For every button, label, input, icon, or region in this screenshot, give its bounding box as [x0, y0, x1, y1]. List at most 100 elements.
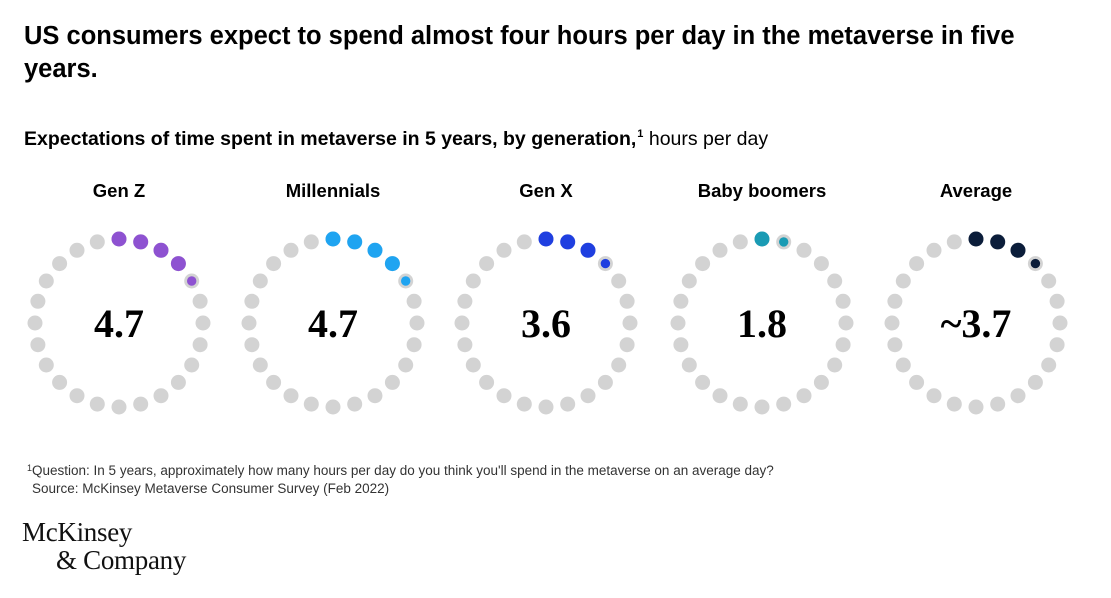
empty-dot	[52, 256, 68, 272]
empty-dot	[496, 242, 512, 258]
value-label-average: ~3.7	[941, 301, 1012, 346]
empty-dot	[69, 388, 85, 404]
empty-dot	[133, 396, 149, 412]
value-label-millennials: 4.7	[308, 301, 358, 346]
empty-dot	[303, 396, 319, 412]
value-dot-millennials	[347, 234, 363, 250]
empty-dot	[909, 256, 925, 272]
value-dot-gen-x	[538, 231, 554, 247]
value-dot-average	[990, 234, 1006, 250]
empty-dot	[835, 293, 851, 309]
empty-dot	[909, 374, 925, 390]
empty-dot	[244, 293, 260, 309]
subtitle-unit: hours per day	[648, 128, 769, 150]
empty-dot	[325, 399, 341, 415]
empty-dot	[1041, 357, 1057, 373]
empty-dot	[813, 374, 829, 390]
empty-dot	[457, 293, 473, 309]
chart-headline: US consumers expect to spend almost four…	[24, 22, 1015, 83]
empty-dot	[516, 396, 532, 412]
empty-dot	[622, 315, 638, 331]
empty-dot	[252, 273, 268, 289]
empty-dot	[192, 337, 208, 353]
empty-dot	[838, 315, 854, 331]
empty-dot	[673, 337, 689, 353]
empty-dot	[884, 315, 900, 331]
empty-dot	[673, 293, 689, 309]
empty-dot	[479, 256, 495, 272]
empty-dot	[611, 273, 627, 289]
empty-dot	[887, 337, 903, 353]
empty-dot	[946, 234, 962, 250]
empty-dot	[30, 337, 46, 353]
empty-dot	[457, 337, 473, 353]
empty-dot	[367, 388, 383, 404]
empty-dot	[1049, 293, 1065, 309]
empty-dot	[89, 234, 105, 250]
empty-dot	[496, 388, 512, 404]
empty-dot	[347, 396, 363, 412]
ring-baby-boomers: Baby boomers 1.8	[670, 180, 854, 415]
chart-subtitle: Expectations of time spent in metaverse …	[24, 128, 768, 151]
empty-dot	[835, 337, 851, 353]
value-dot-gen-z	[187, 276, 197, 286]
empty-dot	[813, 256, 829, 272]
empty-dot	[827, 357, 843, 373]
empty-dot	[266, 374, 282, 390]
logo-line-1: McKinsey	[22, 517, 133, 547]
empty-dot	[465, 357, 481, 373]
empty-dot	[38, 357, 54, 373]
value-label-baby-boomers: 1.8	[737, 301, 787, 346]
empty-dot	[1041, 273, 1057, 289]
empty-dot	[398, 357, 414, 373]
empty-dot	[597, 374, 613, 390]
empty-dot	[195, 315, 211, 331]
empty-dot	[30, 293, 46, 309]
subtitle-footnote-mark: 1	[637, 128, 644, 140]
empty-dot	[192, 293, 208, 309]
empty-dot	[89, 396, 105, 412]
empty-dot	[754, 399, 770, 415]
empty-dot	[52, 374, 68, 390]
ring-millennials: Millennials 4.7	[241, 180, 425, 415]
value-dot-baby-boomers	[779, 237, 789, 247]
empty-dot	[538, 399, 554, 415]
mckinsey-logo: McKinsey & Company	[22, 518, 186, 574]
empty-dot	[695, 256, 711, 272]
empty-dot	[409, 315, 425, 331]
empty-dot	[69, 242, 85, 258]
empty-dot	[796, 242, 812, 258]
empty-dot	[732, 396, 748, 412]
footnote-source: Source: McKinsey Metaverse Consumer Surv…	[32, 481, 390, 496]
empty-dot	[968, 399, 984, 415]
value-label-gen-x: 3.6	[521, 301, 571, 346]
value-dot-gen-z	[170, 256, 186, 272]
empty-dot	[170, 374, 186, 390]
ring-gen-x: Gen X 3.6	[454, 180, 638, 415]
empty-dot	[560, 396, 576, 412]
empty-dot	[266, 256, 282, 272]
empty-dot	[712, 242, 728, 258]
value-dot-average	[1010, 242, 1026, 258]
dot-ring-chart: Gen Z 4.7 Millennials 4.7 Gen X 3.6 Baby boome…	[27, 180, 1068, 415]
empty-dot	[27, 315, 43, 331]
empty-dot	[303, 234, 319, 250]
empty-dot	[827, 273, 843, 289]
empty-dot	[712, 388, 728, 404]
empty-dot	[1049, 337, 1065, 353]
empty-dot	[1010, 388, 1026, 404]
empty-dot	[479, 374, 495, 390]
value-dot-gen-z	[111, 231, 127, 247]
series-name-millennials: Millennials	[286, 180, 381, 201]
empty-dot	[1052, 315, 1068, 331]
value-dot-millennials	[325, 231, 341, 247]
value-dot-gen-x	[580, 242, 596, 258]
empty-dot	[580, 388, 596, 404]
empty-dot	[926, 388, 942, 404]
empty-dot	[241, 315, 257, 331]
series-name-gen-z: Gen Z	[93, 180, 145, 201]
empty-dot	[681, 357, 697, 373]
empty-dot	[406, 293, 422, 309]
empty-dot	[946, 396, 962, 412]
empty-dot	[244, 337, 260, 353]
